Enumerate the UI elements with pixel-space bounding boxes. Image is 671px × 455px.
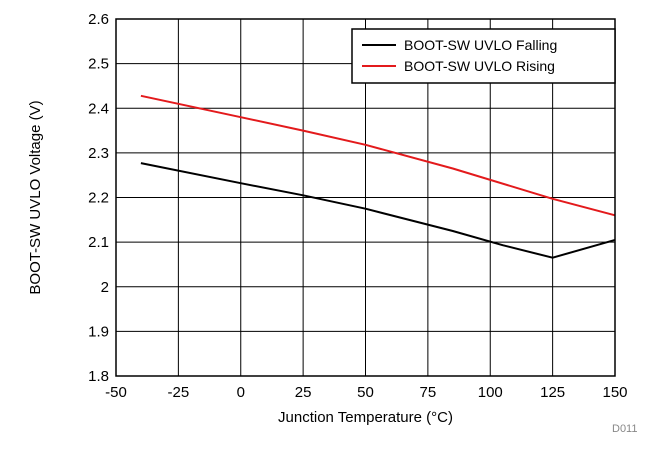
y-tick-label: 2.1	[88, 234, 109, 251]
legend-label-falling: BOOT-SW UVLO Falling	[404, 37, 557, 53]
x-axis-label: Junction Temperature (°C)	[278, 409, 453, 426]
x-tick-label: 0	[237, 384, 245, 401]
x-tick-label: 125	[540, 384, 565, 401]
x-tick-label: 75	[420, 384, 437, 401]
legend-box	[351, 28, 616, 84]
y-tick-label: 2.6	[88, 11, 109, 28]
y-tick-label: 2.3	[88, 145, 109, 162]
y-tick-label: 2.2	[88, 190, 109, 207]
x-tick-label: 50	[357, 384, 374, 401]
plot-border	[115, 18, 616, 377]
figure-id-annotation: D011	[612, 423, 637, 435]
y-axis-label: BOOT-SW UVLO Voltage (V)	[27, 100, 44, 294]
legend: BOOT-SW UVLO Falling BOOT-SW UVLO Rising	[351, 28, 616, 84]
x-tick-labels: -50 -25 0 25 50 75 100 125 150	[105, 384, 627, 401]
x-tick-label: -50	[105, 384, 127, 401]
x-tick-label: -25	[168, 384, 190, 401]
y-tick-label: 2.4	[88, 100, 109, 117]
series-line-falling	[140, 162, 616, 259]
x-tick-label: 100	[478, 384, 503, 401]
y-tick-label: 1.8	[88, 368, 109, 385]
y-tick-label: 2.5	[88, 56, 109, 73]
y-tick-labels: 1.8 1.9 2 2.1 2.2 2.3 2.4 2.5 2.6	[88, 11, 109, 385]
legend-label-rising: BOOT-SW UVLO Rising	[404, 58, 555, 74]
y-tick-label: 1.9	[88, 323, 109, 340]
series-layer	[140, 94, 616, 259]
x-tick-label: 25	[295, 384, 312, 401]
y-tick-label: 2	[101, 279, 109, 296]
series-line-rising	[140, 94, 616, 217]
x-tick-label: 150	[602, 384, 627, 401]
